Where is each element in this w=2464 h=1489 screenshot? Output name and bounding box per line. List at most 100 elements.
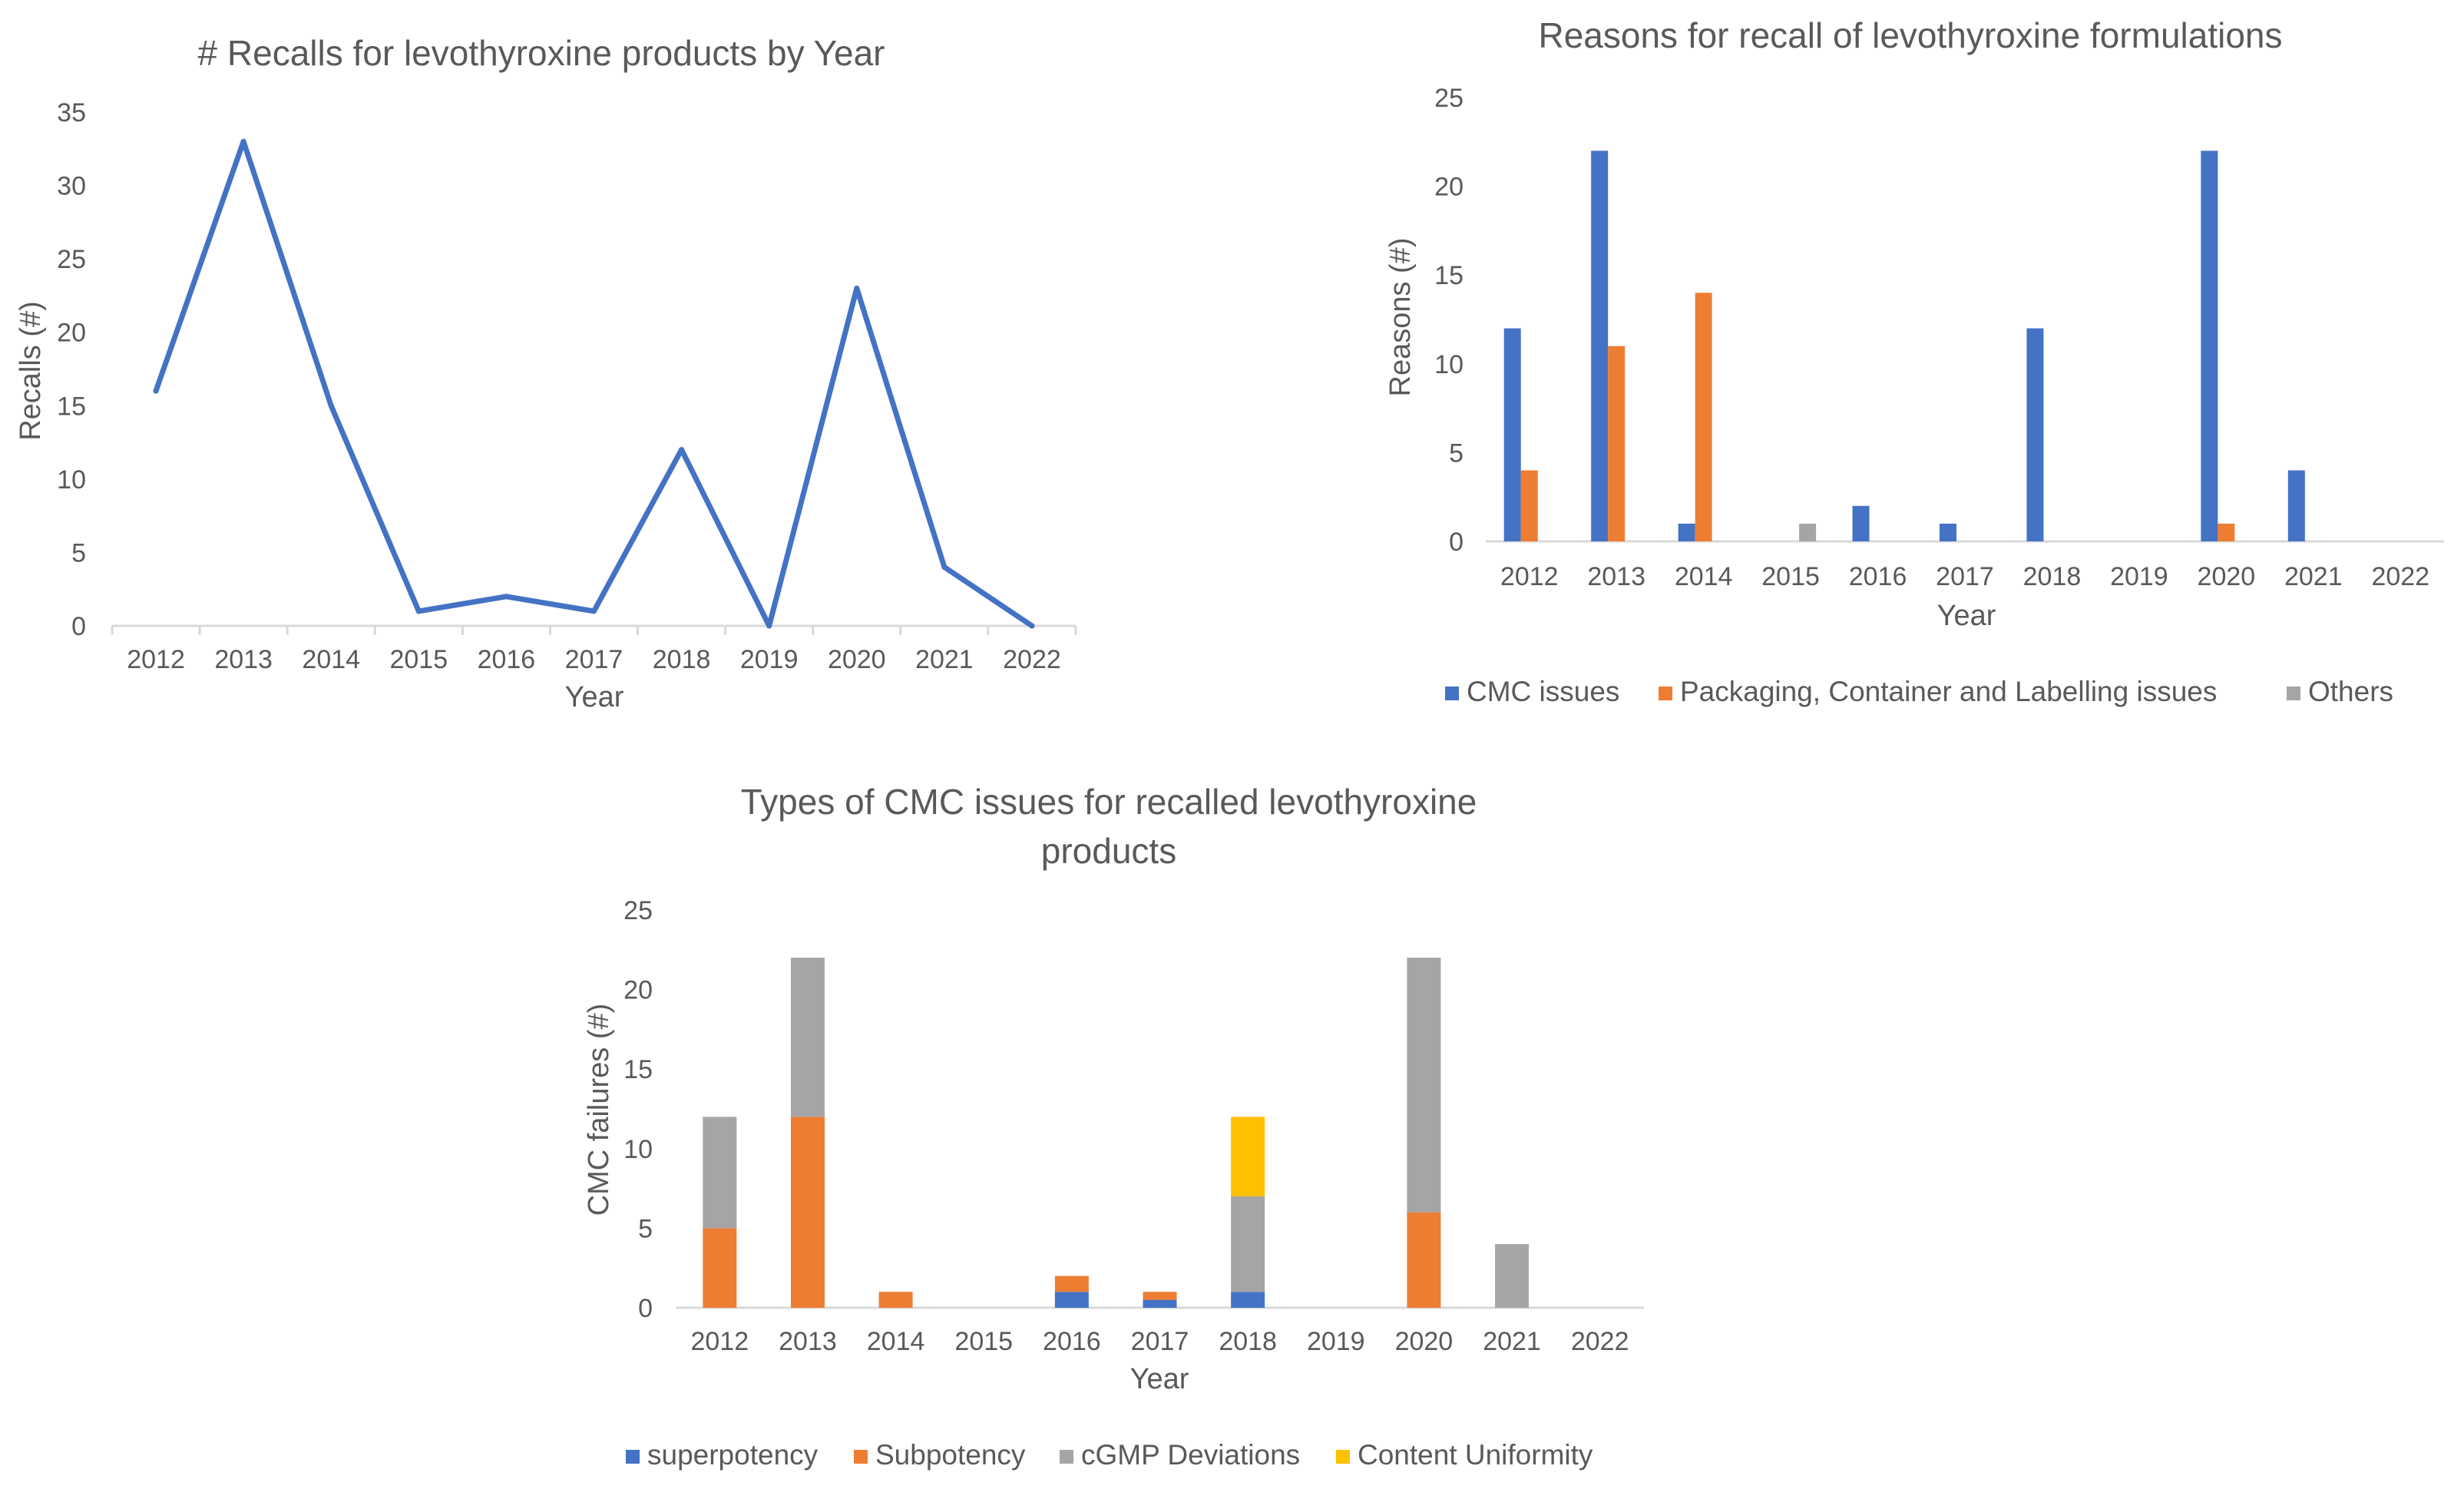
y-tick-label: 20 <box>57 319 86 348</box>
x-tick-label: 2014 <box>867 1327 925 1356</box>
data-point <box>679 447 685 453</box>
x-tick-label: 2017 <box>1131 1327 1189 1356</box>
x-tick-label: 2014 <box>302 645 360 674</box>
x-tick-label: 2016 <box>478 645 536 674</box>
bar-segment <box>703 1228 737 1308</box>
legend-swatch <box>1336 1450 1350 1464</box>
bar <box>2218 523 2235 541</box>
y-axis-title: CMC failures (#) <box>583 1004 615 1216</box>
y-tick-label: 0 <box>71 612 86 641</box>
data-point <box>1029 623 1035 629</box>
legend: superpotency Subpotency cGMP Deviations Con… <box>626 1439 1593 1471</box>
bar-segment <box>1143 1292 1177 1300</box>
chart-title: Reasons for recall of levothyroxine form… <box>1538 15 2282 55</box>
bar <box>1503 328 1521 541</box>
legend-swatch <box>1060 1450 1073 1464</box>
x-tick-label: 2020 <box>828 645 886 674</box>
bar <box>1940 523 1956 541</box>
x-tick-label: 2019 <box>740 645 799 674</box>
plot-area <box>153 138 1035 629</box>
x-tick-label: 2018 <box>2023 562 2082 591</box>
bar <box>1678 523 1695 541</box>
legend-swatch <box>854 1450 868 1464</box>
data-point <box>153 388 159 394</box>
bar-segment <box>703 1117 737 1229</box>
bar-segment <box>878 1292 913 1308</box>
y-tick-label: 10 <box>1434 350 1464 379</box>
y-tick-label: 5 <box>1449 438 1464 468</box>
bar-segment <box>1407 1212 1441 1308</box>
chart-title-line-2: products <box>1041 831 1176 871</box>
x-tick-label: 2015 <box>954 1327 1013 1356</box>
x-tick-label: 2017 <box>565 645 623 674</box>
y-tick-label: 10 <box>623 1135 653 1164</box>
bar-segment <box>1054 1276 1089 1292</box>
legend-label: Others <box>2308 676 2393 707</box>
legend-label: Content Uniformity <box>1358 1439 1593 1471</box>
legend-swatch <box>626 1450 640 1464</box>
y-tick-label: 20 <box>623 976 653 1005</box>
x-axis-title: Year <box>1130 1363 1189 1395</box>
y-tick-labels: 0 5 10 15 20 25 <box>1434 84 1464 557</box>
x-tick-label: 2021 <box>915 645 974 674</box>
bar <box>1591 151 1609 542</box>
bar-segment <box>1495 1244 1530 1308</box>
legend-swatch <box>1445 687 1459 700</box>
x-tick-label: 2013 <box>214 645 273 674</box>
legend-label: cGMP Deviations <box>1081 1439 1300 1471</box>
bar <box>1695 293 1712 541</box>
data-point <box>328 402 334 409</box>
y-axis-title: Recalls (#) <box>15 301 47 441</box>
x-tick-label: 2013 <box>1587 562 1645 591</box>
bar-segment <box>1407 958 1441 1213</box>
bar <box>2287 470 2305 541</box>
data-point <box>415 608 422 614</box>
plot-area <box>1503 151 2305 542</box>
x-tick-labels: 2012 2013 2014 2015 2016 2017 2018 2019 2020 2021… <box>127 645 1061 674</box>
bar-segment <box>1143 1299 1177 1308</box>
y-tick-label: 35 <box>57 98 86 127</box>
legend-label: CMC issues <box>1467 676 1619 707</box>
chart-title: # Recalls for levothyroxine products by … <box>198 33 885 73</box>
bar <box>1852 505 1870 541</box>
y-tick-label: 25 <box>1434 84 1464 113</box>
y-tick-label: 15 <box>1434 261 1464 290</box>
chart-recalls-by-year: # Recalls for levothyroxine products by … <box>15 33 1077 713</box>
x-tick-label: 2015 <box>1761 562 1820 591</box>
data-point <box>941 564 948 571</box>
y-tick-label: 10 <box>57 465 86 495</box>
bar-segment <box>790 1117 825 1308</box>
y-axis-title: Reasons (#) <box>1384 238 1417 397</box>
x-tick-label: 2020 <box>2198 562 2256 591</box>
x-tick-label: 2014 <box>1675 562 1733 591</box>
bar <box>1608 346 1626 541</box>
chart-recall-reasons: Reasons for recall of levothyroxine form… <box>1384 15 2444 707</box>
plot-area <box>703 958 1530 1308</box>
data-point <box>240 138 246 144</box>
y-tick-label: 25 <box>623 896 653 925</box>
x-tick-label: 2013 <box>779 1327 837 1356</box>
legend-label: Subpotency <box>875 1439 1026 1471</box>
y-tick-label: 20 <box>1434 173 1464 202</box>
x-tick-label: 2021 <box>1483 1327 1541 1356</box>
y-tick-label: 25 <box>57 245 86 274</box>
x-tick-label: 2020 <box>1395 1327 1454 1356</box>
chart-cmc-issue-types: Types of CMC issues for recalled levothy… <box>583 782 1644 1471</box>
y-tick-labels: 0 5 10 15 20 25 30 35 <box>57 98 86 641</box>
bar-segment <box>790 958 825 1117</box>
legend-swatch <box>1659 687 1672 700</box>
y-tick-label: 5 <box>71 538 86 567</box>
data-point <box>591 608 597 614</box>
bar-segment <box>1231 1117 1265 1196</box>
x-tick-label: 2022 <box>1571 1327 1629 1356</box>
x-tick-label: 2016 <box>1849 562 1907 591</box>
x-tick-label: 2022 <box>1003 645 1061 674</box>
legend-label: Packaging, Container and Labelling issue… <box>1680 676 2217 707</box>
bar-segment <box>1231 1196 1265 1292</box>
legend: CMC issues Packaging, Container and Label… <box>1445 676 2393 707</box>
x-tick-label: 2018 <box>653 645 711 674</box>
bar <box>1799 523 1817 541</box>
y-tick-labels: 0 5 10 15 20 25 <box>623 896 653 1323</box>
x-tick-label: 2017 <box>1936 562 1994 591</box>
